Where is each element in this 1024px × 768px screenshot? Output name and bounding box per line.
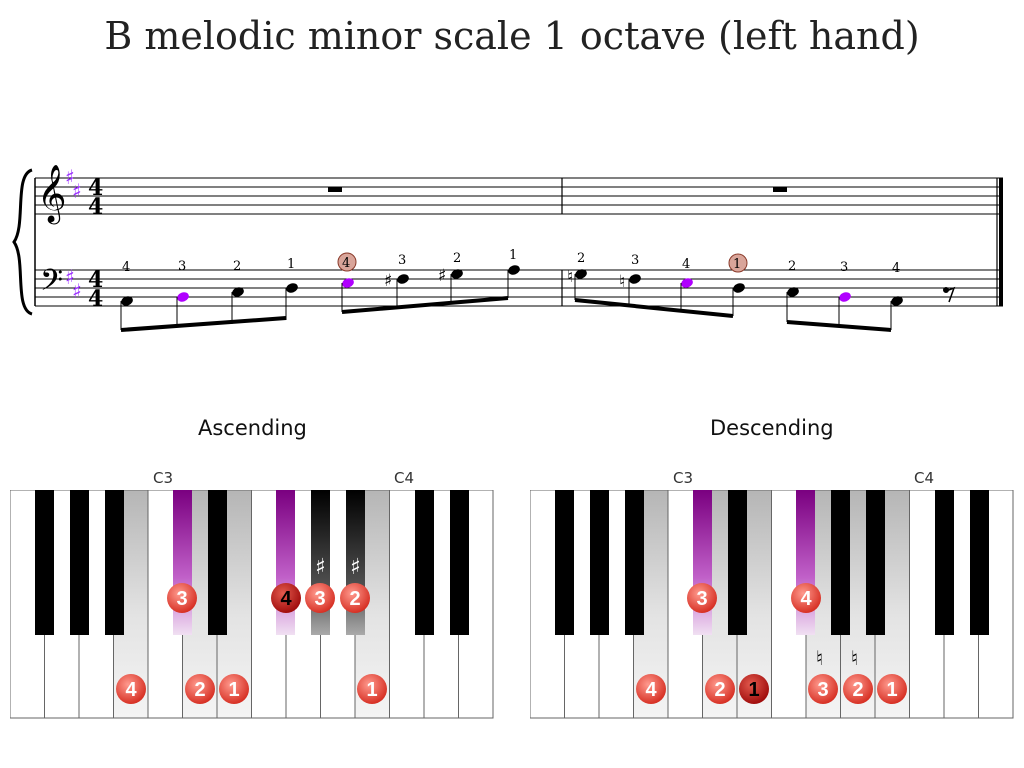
octave-label-c4-asc: C4: [394, 469, 415, 487]
note-Cs3: [838, 292, 851, 326]
circled-finger-bar2: 1: [728, 253, 748, 273]
note-B3: [507, 265, 520, 298]
svg-text:1: 1: [366, 679, 377, 701]
finger-number: 2: [453, 251, 461, 266]
finger-number: 1: [509, 248, 517, 263]
finger-number: 2: [577, 251, 585, 266]
beam-2: [341, 296, 509, 314]
treble-staff: [35, 177, 1003, 215]
finger-number: 2: [788, 259, 796, 274]
fingering-bar2: 2 3 4 2 3 4: [577, 251, 900, 276]
key-Fs3: [276, 490, 295, 635]
whole-rest-icon: [328, 187, 342, 192]
finger-number: 4: [892, 261, 900, 276]
natural-icon: ♮: [567, 267, 573, 287]
whole-rest-icon: [773, 187, 787, 192]
natural-icon: ♮: [851, 646, 858, 670]
finger-markers-ascending: 4 3 2 1 4 3 2 1: [116, 583, 387, 704]
note-As3: [450, 269, 463, 303]
finger-number: 2: [233, 259, 241, 274]
descending-label: Descending: [710, 416, 834, 440]
finger-number: 4: [122, 260, 130, 275]
keyboard-ascending: ♯ ♯ 4 3 2 1 4 3 2 1: [10, 490, 494, 719]
svg-text:3: 3: [314, 588, 325, 610]
finger-number: 1: [287, 257, 295, 272]
bass-clef-icon: 𝄢: [40, 264, 63, 305]
note-A3: [574, 269, 587, 300]
note-D3: [231, 287, 244, 324]
bar1-notes: ♯ ♯: [120, 265, 520, 332]
beam-1: [120, 316, 287, 332]
finger-number: 3: [178, 259, 186, 274]
sharp-icon: ♯: [315, 555, 326, 580]
time-sig-bottom-bass: 4: [88, 286, 103, 312]
finger-number: 4: [682, 257, 690, 272]
sharp-icon: ♯: [350, 555, 361, 580]
sharp-icon: ♯: [384, 271, 392, 291]
finger-markers-descending: 1 2 3 4 1 2 3 4: [636, 583, 907, 704]
svg-text:4: 4: [800, 588, 812, 610]
time-sig-top-treble: 4: [88, 175, 103, 201]
note-E3: [732, 283, 745, 316]
key-Cs3: [693, 490, 712, 635]
octave-label-c3-desc: C3: [673, 469, 694, 487]
key-signature-treble: ♯ ♯: [65, 165, 82, 203]
finger-number: 3: [631, 253, 639, 268]
note-Gs3: [396, 274, 409, 307]
score-staff-system: 𝄞 𝄢 ♯ ♯ ♯ ♯ 4 4 4 4 ♯ ♯: [12, 164, 1003, 332]
sharp-icon: ♯: [438, 266, 446, 286]
eighth-rest-icon: [943, 286, 956, 303]
beam-4: [786, 320, 892, 332]
key-Cs3: [173, 490, 192, 635]
finger-number: 3: [840, 260, 848, 275]
octave-label-c4-desc: C4: [914, 469, 935, 487]
note-Fs3: [680, 278, 693, 310]
svg-text:2: 2: [194, 679, 205, 701]
sharp-icon: ♯: [72, 279, 82, 303]
sharp-icon: ♯: [65, 165, 75, 189]
grand-staff-brace: [12, 168, 33, 316]
svg-text:3: 3: [696, 588, 707, 610]
note-B2: [120, 296, 133, 330]
octave-label-c3-asc: C3: [153, 469, 174, 487]
note-D3: [786, 287, 799, 322]
svg-text:2: 2: [852, 679, 863, 701]
svg-text:3: 3: [817, 679, 828, 701]
svg-text:1: 1: [733, 257, 741, 272]
key-Fs3: [796, 490, 815, 635]
ascending-label: Ascending: [198, 416, 307, 440]
svg-text:3: 3: [176, 588, 187, 610]
svg-text:1: 1: [748, 679, 759, 701]
bar2-notes: ♮ ♮: [567, 267, 956, 332]
svg-text:2: 2: [714, 679, 725, 701]
svg-text:4: 4: [280, 588, 292, 610]
key-signature-bass: ♯ ♯: [65, 265, 82, 303]
circled-finger-bar1: 4: [337, 252, 357, 272]
time-sig-bottom-treble: 4: [88, 194, 103, 220]
svg-text:4: 4: [645, 679, 657, 701]
note-Cs3: [176, 292, 189, 327]
beam-3: [574, 298, 734, 318]
finger-number: 3: [398, 253, 406, 268]
note-G3: [628, 274, 641, 305]
svg-text:1: 1: [886, 679, 897, 701]
page-title: B melodic minor scale 1 octave (left han…: [104, 14, 920, 58]
natural-icon: ♮: [619, 272, 625, 292]
note-Fs3: [341, 278, 354, 312]
note-E3: [285, 283, 298, 320]
natural-icon: ♮: [816, 646, 823, 670]
treble-clef-icon: 𝄞: [37, 164, 67, 225]
svg-text:4: 4: [342, 256, 350, 271]
keyboard-descending: ♮ ♮ 1 2 3 4 1 2 3 4: [530, 490, 1014, 719]
svg-text:1: 1: [228, 679, 239, 701]
sharp-icon: ♯: [65, 265, 75, 289]
note-B2: [890, 296, 903, 330]
svg-text:4: 4: [125, 679, 137, 701]
time-sig-top-bass: 4: [88, 267, 103, 293]
svg-text:2: 2: [349, 588, 360, 610]
sharp-icon: ♯: [72, 179, 82, 203]
fingering-bar1: 4 3 2 1 3 2 1: [122, 248, 517, 275]
